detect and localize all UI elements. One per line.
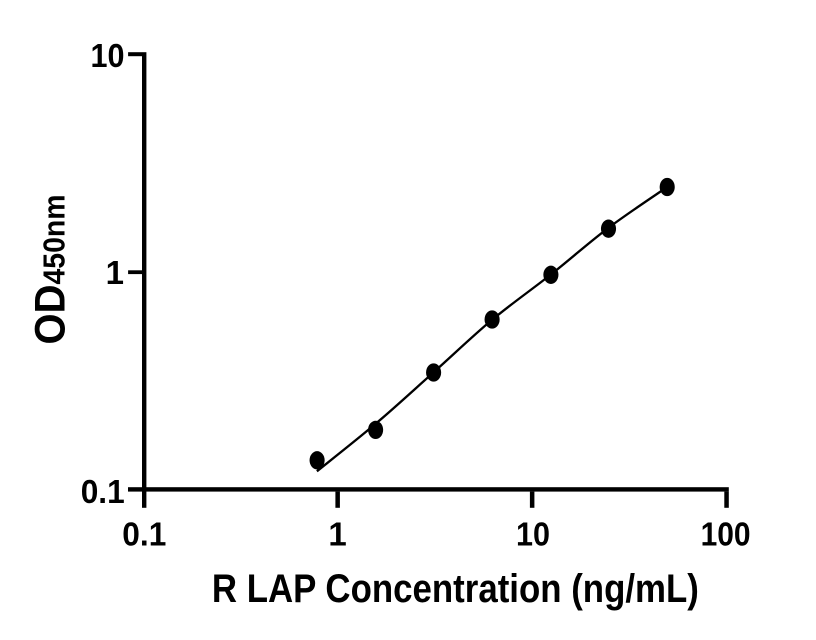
svg-text:0.1: 0.1 <box>122 515 166 552</box>
svg-text:10: 10 <box>91 37 125 74</box>
svg-text:OD: OD <box>27 285 75 345</box>
svg-text:1: 1 <box>328 515 346 552</box>
svg-text:1: 1 <box>106 254 124 291</box>
svg-text:10: 10 <box>516 515 550 552</box>
svg-text:100: 100 <box>701 515 751 552</box>
svg-text:0.1: 0.1 <box>81 473 125 510</box>
svg-text:R LAP Concentration (ng/mL): R LAP Concentration (ng/mL) <box>212 567 699 611</box>
svg-text:450nm: 450nm <box>37 195 72 285</box>
